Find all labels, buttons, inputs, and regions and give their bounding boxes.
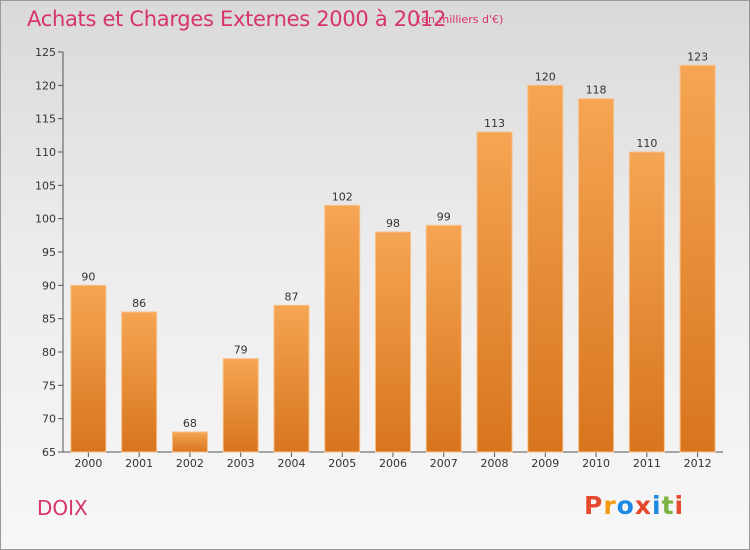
logo-letter: P <box>584 491 604 520</box>
x-tick-label: 2000 <box>74 457 102 470</box>
y-tick-label: 75 <box>42 379 56 392</box>
x-tick-label: 2003 <box>227 457 255 470</box>
logo-letter: t <box>661 491 675 520</box>
data-label: 90 <box>81 270 95 283</box>
bar <box>222 358 259 453</box>
data-label: 123 <box>687 50 708 63</box>
data-label: 79 <box>234 344 248 357</box>
x-tick-label: 2004 <box>277 457 305 470</box>
y-tick-label: 95 <box>42 246 56 259</box>
proxiti-logo: Proxiti <box>584 491 684 520</box>
bar <box>578 98 615 453</box>
bar <box>70 284 107 453</box>
data-label: 118 <box>586 84 607 97</box>
commune-name: DOIX <box>37 496 88 520</box>
y-tick-label: 100 <box>35 213 56 226</box>
logo-letter: x <box>634 491 652 520</box>
y-tick-label: 105 <box>35 179 56 192</box>
x-tick-label: 2002 <box>176 457 204 470</box>
data-label: 87 <box>284 290 298 303</box>
y-tick-label: 115 <box>35 113 56 126</box>
x-tick-label: 2010 <box>582 457 610 470</box>
x-tick-label: 2001 <box>125 457 153 470</box>
y-tick-label: 125 <box>35 46 56 59</box>
y-tick-label: 65 <box>42 446 56 459</box>
y-tick-label: 90 <box>42 279 56 292</box>
data-label: 110 <box>636 137 657 150</box>
y-tick-label: 80 <box>42 346 56 359</box>
logo-letter: i <box>652 491 662 520</box>
logo-letter: r <box>603 491 617 520</box>
x-tick-label: 2009 <box>531 457 559 470</box>
y-tick-label: 85 <box>42 313 56 326</box>
x-tick-label: 2011 <box>633 457 661 470</box>
data-label: 68 <box>183 417 197 430</box>
bar <box>527 84 564 453</box>
bar <box>121 311 158 453</box>
logo-letter: o <box>616 491 635 520</box>
bar <box>171 431 208 453</box>
y-tick-label: 110 <box>35 146 56 159</box>
bar <box>273 304 310 453</box>
data-label: 120 <box>535 70 556 83</box>
x-tick-label: 2006 <box>379 457 407 470</box>
data-label: 99 <box>437 210 451 223</box>
data-label: 86 <box>132 297 146 310</box>
bar <box>425 224 462 453</box>
chart-subtitle: (en milliers d'€) <box>417 13 504 26</box>
x-tick-label: 2012 <box>684 457 712 470</box>
x-tick-label: 2007 <box>430 457 458 470</box>
chart-title: Achats et Charges Externes 2000 à 2012 <box>27 7 447 31</box>
x-tick-label: 2008 <box>481 457 509 470</box>
data-label: 102 <box>332 190 353 203</box>
data-label: 98 <box>386 217 400 230</box>
data-label: 113 <box>484 117 505 130</box>
y-tick-label: 120 <box>35 79 56 92</box>
logo-letter: i <box>674 491 685 520</box>
bar <box>476 131 513 453</box>
bar <box>679 64 716 453</box>
bar <box>375 231 411 453</box>
y-tick-label: 70 <box>42 413 56 426</box>
bar <box>628 151 665 453</box>
bar <box>324 204 361 453</box>
x-tick-label: 2005 <box>328 457 356 470</box>
